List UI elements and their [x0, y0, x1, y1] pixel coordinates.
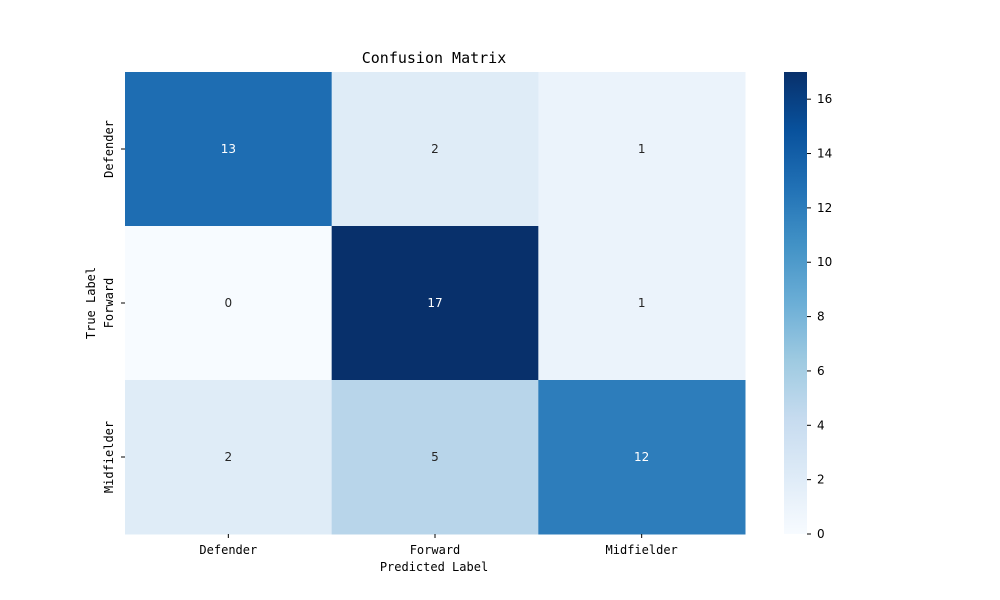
- colorbar-tick-label: 14: [817, 147, 832, 161]
- y-tick-label: Defender: [102, 120, 116, 178]
- colorbar-tick-label: 4: [817, 418, 825, 432]
- y-axis-label: True Label: [84, 267, 98, 339]
- heatmap-cell-value: 2: [431, 142, 439, 156]
- heatmap-cell: [125, 72, 333, 227]
- colorbar-tick-label: 0: [817, 527, 825, 541]
- heatmap-cell-value: 1: [638, 296, 646, 310]
- heatmap-cell-value: 12: [634, 450, 649, 464]
- heatmap-cell-value: 0: [225, 296, 233, 310]
- heatmap-cell: [538, 72, 746, 227]
- heatmap-cell: [538, 226, 746, 381]
- heatmap-cell-value: 2: [225, 450, 233, 464]
- heatmap-cell: [125, 380, 333, 535]
- heatmap-cell: [331, 226, 539, 381]
- x-axis-ticks: Defender Forward Midfielder: [199, 534, 678, 557]
- colorbar: [784, 72, 807, 534]
- colorbar-tick-label: 2: [817, 473, 825, 487]
- y-axis-ticks: Defender Forward Midfielder: [102, 120, 125, 493]
- heatmap-cell-value: 17: [427, 296, 442, 310]
- y-tick-label: Forward: [102, 278, 116, 329]
- colorbar-tick-label: 6: [817, 364, 825, 378]
- heatmap-cell: [331, 380, 539, 535]
- colorbar-tick-label: 16: [817, 92, 832, 106]
- x-tick-label: Midfielder: [606, 543, 678, 557]
- colorbar-tick-label: 8: [817, 310, 825, 324]
- colorbar-ticks: 0 2 4 6 8 10 12 14 16: [807, 92, 832, 541]
- colorbar-tick-label: 12: [817, 201, 832, 215]
- x-tick-label: Forward: [410, 543, 461, 557]
- heatmap-cell-value: 1: [638, 142, 646, 156]
- colorbar-tick-label: 10: [817, 255, 832, 269]
- x-axis-label: Predicted Label: [380, 560, 488, 574]
- chart-title: Confusion Matrix: [362, 49, 507, 67]
- heatmap-cell: [125, 226, 333, 381]
- heatmap-cells: [125, 72, 746, 535]
- y-tick-label: Midfielder: [102, 421, 116, 493]
- heatmap-cell-value: 5: [431, 450, 439, 464]
- heatmap-cell-labels: 13 2 10 17 12 5 12: [221, 142, 650, 464]
- heatmap-cell-value: 13: [221, 142, 236, 156]
- x-tick-label: Defender: [199, 543, 257, 557]
- heatmap-cell: [538, 380, 746, 535]
- heatmap-cell: [331, 72, 539, 227]
